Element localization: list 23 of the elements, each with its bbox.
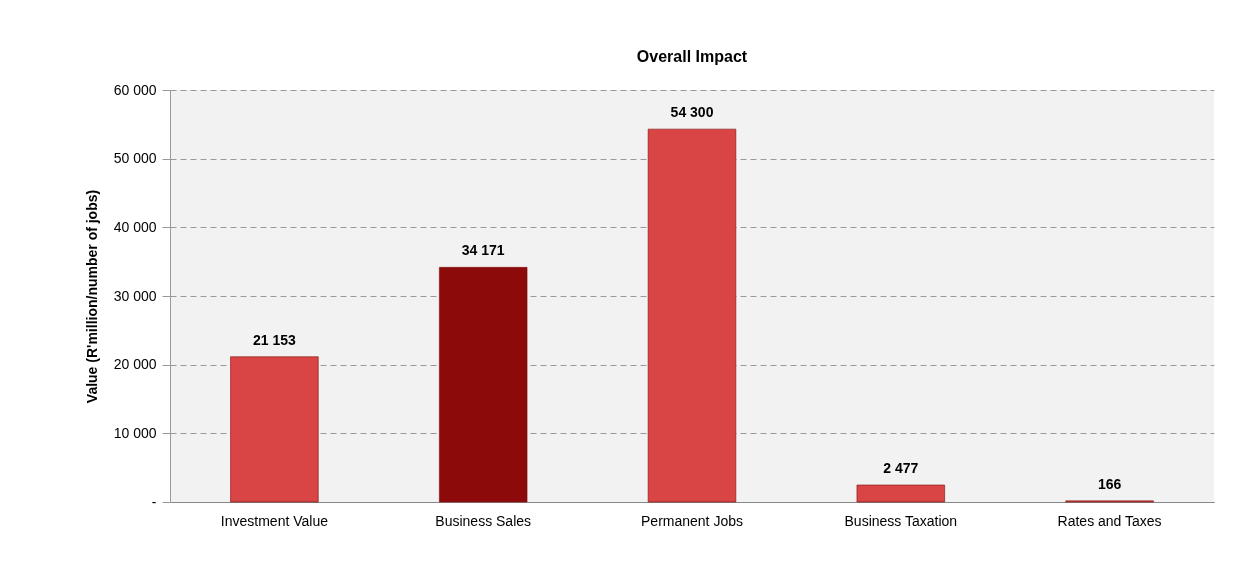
y-tick-label: 50 000: [113, 150, 157, 167]
data-label: 34 171: [461, 242, 505, 259]
data-label: 21 153: [252, 331, 297, 348]
y-tick-label: 30 000: [113, 287, 157, 304]
data-label: 54 300: [670, 104, 714, 121]
y-tick-label: 60 000: [113, 81, 157, 98]
chart-title: Overall Impact: [636, 48, 748, 65]
x-tick-label: Business Sales: [435, 512, 532, 529]
x-tick-label: Investment Value: [220, 512, 329, 529]
bar: [439, 267, 528, 503]
x-tick-label: Rates and Taxes: [1057, 512, 1162, 529]
bar: [647, 128, 737, 503]
data-label: 166: [1097, 475, 1122, 492]
bar: [230, 356, 319, 503]
y-axis-title: Value (R'million/number of jobs): [83, 189, 100, 404]
data-label: 2 477: [883, 459, 919, 476]
bar: [856, 484, 945, 503]
y-tick-label: 40 000: [113, 218, 157, 235]
y-tick-label: 10 000: [113, 424, 157, 441]
x-tick-label: Business Taxation: [844, 512, 958, 529]
y-tick-label: 20 000: [113, 356, 157, 373]
x-tick-label: Permanent Jobs: [641, 512, 743, 529]
y-tick-label: -: [151, 493, 157, 510]
